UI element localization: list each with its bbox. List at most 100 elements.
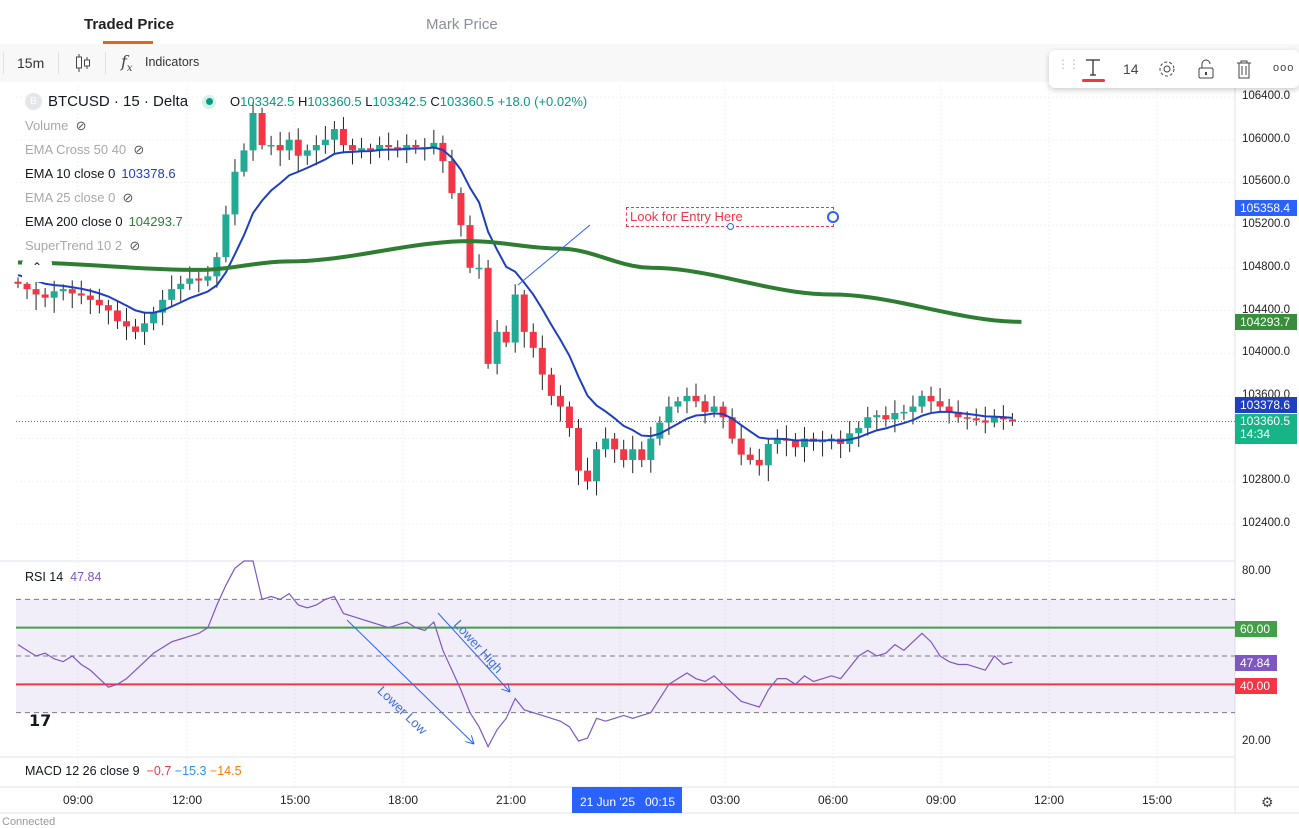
trash-icon[interactable] [1235,59,1253,82]
candle-up [50,291,58,298]
candle-up [204,276,212,281]
resize-handle[interactable] [827,211,839,223]
gear-icon[interactable] [1157,59,1177,82]
candle-up [285,139,293,151]
candle-down [927,395,935,402]
drawing-toolbar: ⋮⋮ 14 ooo [1049,50,1299,88]
candle-up [141,323,149,332]
candle-up [403,145,411,151]
settings-icon[interactable]: ⚙ [1261,794,1274,810]
rsi-band [16,599,1235,713]
candle-down [638,449,646,460]
anchor-handle[interactable] [727,223,734,230]
interval-button[interactable]: 15m [17,55,45,71]
candle-down [755,459,763,466]
price-tick: 104800.0 [1242,260,1290,273]
divider [58,52,59,74]
indicator-legend-item[interactable]: Volume ⊘ [25,118,87,134]
price-tick: 104000.0 [1242,346,1290,359]
text-color-icon[interactable] [1081,56,1107,87]
time-tick: 09:00 [925,793,957,807]
indicator-name: EMA 10 close 0 [25,166,116,181]
eye-crossed-icon[interactable]: ⊘ [122,238,141,253]
indicator-legend-item[interactable]: EMA 25 close 0 ⊘ [25,190,133,206]
arrow-head [507,683,511,693]
crosshair-time-label: 21 Jun '25 00:15 [572,787,682,813]
candle-down [692,395,700,402]
rsi-lower-label: 40.00 [1235,678,1277,694]
price-tick: 105200.0 [1242,218,1290,231]
candle-up [168,289,176,300]
candle-down [68,289,76,294]
candle-down [719,406,727,418]
candle-up [321,139,329,146]
candle-down [547,374,555,396]
candle-up [647,438,655,460]
ema200-price-label: 104293.7 [1235,314,1297,330]
candle-down [457,193,465,226]
indicators-button[interactable]: Indicators [145,55,200,69]
function-icon[interactable]: fx [121,52,133,75]
active-tab-indicator [103,41,153,44]
candle-down [95,299,103,306]
candle-up [150,312,158,324]
rsi-legend: RSI 14 47.84 [25,570,102,584]
candle-down [999,417,1007,420]
indicator-name: EMA 200 close 0 [25,214,123,229]
candle-down [113,310,121,322]
candle-down [954,411,962,418]
eye-crossed-icon[interactable]: ⊘ [126,142,145,157]
arrow-head [465,741,475,745]
eye-crossed-icon[interactable]: ⊘ [115,190,134,205]
candle-up [683,395,691,402]
plot-background [16,85,1235,787]
collapse-legend-button[interactable]: ⌃ [22,260,52,282]
candle-up [222,214,230,258]
candle-up [900,411,908,414]
price-tick: 106000.0 [1242,132,1290,145]
candle-up [800,438,808,448]
candle-up [918,395,926,407]
candle-down [104,305,112,311]
candle-down [520,294,528,332]
candle-down [439,142,447,162]
candle-up [855,427,863,434]
tab-traded-price[interactable]: Traded Price [84,16,175,33]
indicator-legend-item[interactable]: EMA 10 close 0 103378.6 [25,166,176,181]
candle-down [77,293,85,296]
macd-legend: MACD 12 26 close 9 −0.7 −15.3 −14.5 [25,764,242,778]
eye-crossed-icon[interactable]: ⊘ [68,118,87,133]
indicator-legend-item[interactable]: SuperTrend 10 2 ⊘ [25,238,140,254]
tab-mark-price[interactable]: Mark Price [426,16,498,33]
candle-up [330,129,338,140]
candle-up [864,417,872,428]
unlock-icon[interactable] [1197,59,1215,82]
candle-up [909,406,917,412]
candle-down [195,278,203,281]
candle-down [529,331,537,348]
tradingview-logo[interactable]: 𝟭𝟳 [29,713,52,730]
drag-handle-icon[interactable]: ⋮⋮ [1057,57,1080,71]
arrow-head [501,688,511,693]
font-size-button[interactable]: 14 [1123,61,1139,77]
candle-down [972,418,980,421]
candle-up [629,449,637,460]
indicator-legend-item[interactable]: EMA 200 close 0 104293.7 [25,214,183,229]
candles-icon[interactable] [74,53,92,76]
candle-up [249,113,257,151]
candle-down [484,267,492,364]
candle-up [674,401,682,407]
indicator-legend-item[interactable]: EMA Cross 50 40 ⊘ [25,142,144,158]
candle-down [791,440,799,448]
candle-down [565,406,573,428]
symbol-title[interactable]: BTCUSD · 15 · Delta [48,93,189,110]
last-price-label: 103360.5 14:34 [1235,414,1297,444]
price-tick: 104400.0 [1242,303,1290,316]
candle-up [303,150,311,156]
candle-down [620,449,628,460]
candle-up [177,283,185,290]
candle-up [665,406,673,423]
candle-down [466,225,474,268]
more-icon[interactable]: ooo [1273,62,1295,74]
